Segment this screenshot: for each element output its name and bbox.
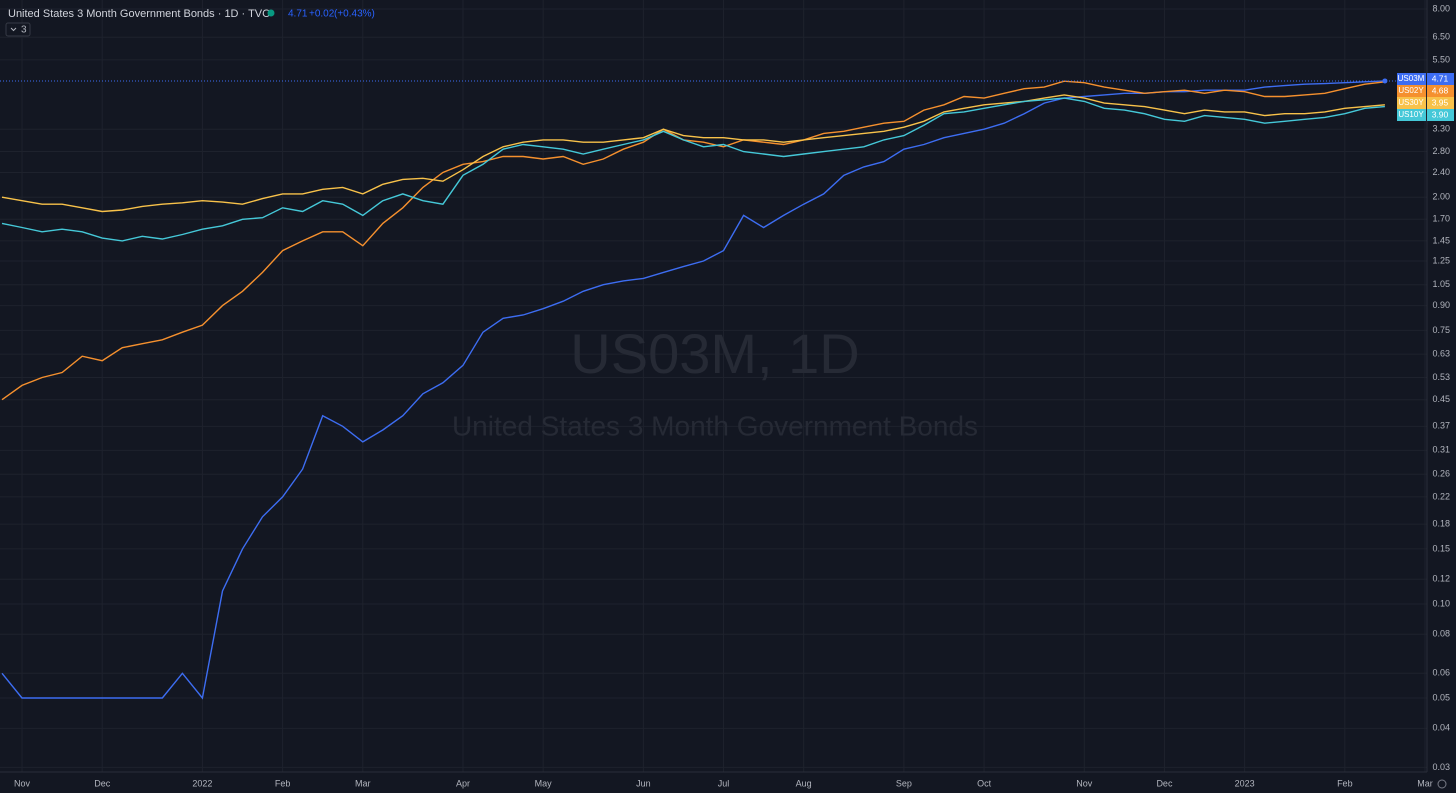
series-name: US30Y (1398, 98, 1424, 107)
x-tick-label: Dec (94, 778, 111, 788)
y-tick-label: 0.18 (1432, 519, 1450, 529)
indicator-toggle[interactable] (5, 22, 31, 37)
x-tick-label: Oct (977, 778, 992, 788)
x-tick-label: Jul (718, 778, 730, 788)
y-tick-label: 0.10 (1432, 598, 1450, 608)
y-tick-label: 0.37 (1432, 421, 1450, 431)
y-tick-label: 1.25 (1432, 255, 1450, 265)
watermark-symbol: US03M, 1D (570, 322, 859, 385)
x-tick-label: Nov (14, 778, 31, 788)
x-tick-label: May (535, 778, 553, 788)
settings-icon[interactable] (1437, 779, 1447, 789)
x-tick-label: Mar (355, 778, 371, 788)
x-tick-label: Nov (1076, 778, 1093, 788)
y-tick-label: 0.45 (1432, 394, 1450, 404)
grid (0, 0, 1427, 772)
x-tick-label: Apr (456, 778, 470, 788)
x-tick-label: Sep (896, 778, 912, 788)
price-label: 3.95 (1432, 97, 1449, 107)
series-name: US03M (1398, 74, 1425, 83)
series-line (1, 97, 1385, 242)
y-tick-label: 5.50 (1432, 54, 1450, 64)
header-change-pct: (+0.43%) (334, 9, 375, 20)
x-tick-label: Aug (796, 778, 812, 788)
x-tick-label: Mar (1417, 778, 1433, 788)
header-title: United States 3 Month Government Bonds ·… (8, 8, 270, 20)
y-tick-label: 0.05 (1432, 692, 1450, 702)
series-tag (1397, 97, 1426, 109)
y-tick-label: 0.15 (1432, 543, 1450, 553)
y-tick-label: 0.06 (1432, 668, 1450, 678)
y-tick-label: 2.40 (1432, 167, 1450, 177)
series-name: US02Y (1398, 86, 1424, 95)
y-tick-label: 0.08 (1432, 629, 1450, 639)
x-tick-label: Feb (1337, 778, 1353, 788)
y-tick-label: 0.04 (1432, 723, 1450, 733)
chevron-icon (10, 27, 17, 32)
x-tick-label: 2023 (1235, 778, 1255, 788)
price-label: 4.68 (1432, 85, 1449, 95)
y-tick-label: 8.00 (1432, 3, 1450, 13)
price-tag (1427, 73, 1454, 85)
y-tick-label: 1.05 (1432, 279, 1450, 289)
y-tick-label: 0.03 (1432, 762, 1450, 772)
price-tag (1427, 97, 1454, 109)
x-tick-label: Jun (636, 778, 651, 788)
last-point (1382, 78, 1388, 84)
y-tick-label: 2.80 (1432, 146, 1450, 156)
header-last: 4.71 (288, 9, 308, 20)
series-line (1, 94, 1385, 213)
y-tick-label: 2.00 (1432, 192, 1450, 202)
price-label: 3.90 (1432, 109, 1449, 119)
y-tick-label: 3.30 (1432, 124, 1450, 134)
x-tick-label: Feb (275, 778, 291, 788)
status-dot (267, 9, 275, 17)
series-tag (1397, 109, 1426, 121)
y-tick-label: 0.90 (1432, 300, 1450, 310)
price-tag (1427, 85, 1454, 97)
plot (0, 78, 1427, 700)
y-tick-label: 1.70 (1432, 214, 1450, 224)
price-label: 4.71 (1432, 73, 1449, 83)
x-tick-label: 2022 (192, 778, 212, 788)
x-tick-label: Dec (1156, 778, 1173, 788)
series-line (1, 80, 1385, 401)
y-tick-label: 0.63 (1432, 348, 1450, 358)
series-name: US10Y (1398, 110, 1424, 119)
y-tick-label: 0.53 (1432, 372, 1450, 382)
y-tick-label: 6.50 (1432, 32, 1450, 42)
y-tick-label: 0.12 (1432, 574, 1450, 584)
price-tag (1427, 109, 1454, 121)
y-tick-label: 0.75 (1432, 325, 1450, 335)
y-tick-label: 0.26 (1432, 469, 1450, 479)
indicator-count: 3 (21, 25, 27, 36)
header-change: +0.02 (309, 9, 335, 20)
series-tag (1397, 85, 1426, 97)
series-tag (1397, 73, 1426, 85)
y-tick-label: 1.45 (1432, 235, 1450, 245)
y-tick-label: 0.31 (1432, 445, 1450, 455)
watermark-description: United States 3 Month Government Bonds (452, 410, 978, 441)
y-tick-label: 0.22 (1432, 491, 1450, 501)
